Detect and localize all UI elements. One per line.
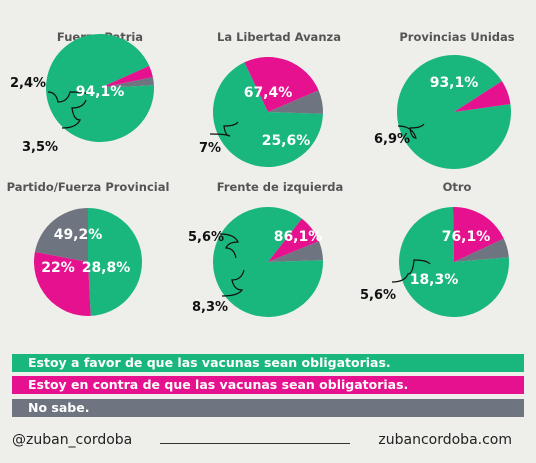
pie-title: Frente de izquierda: [217, 180, 344, 194]
slice-label-favor: 76,1%: [442, 229, 491, 245]
pie-chart: La Libertad Avanza 67,4% 25,6% 7%: [199, 30, 341, 167]
legend-nosabe: No sabe.: [12, 399, 524, 417]
pie-title: Partido/Fuerza Provincial: [7, 180, 170, 194]
social-handle: @zuban_cordoba: [12, 432, 133, 448]
pie-slice-favor: [46, 34, 154, 143]
slice-label-favor: 86,1%: [274, 229, 323, 245]
pie-slice-nosabe: [454, 238, 509, 262]
legend-contra: Estoy en contra de que las vacunas sean …: [12, 376, 524, 394]
pie-title: Otro: [443, 180, 472, 194]
label-connector: [391, 259, 431, 283]
pie-chart: Partido/Fuerza Provincial 49,2% 28,8% 22%: [7, 180, 170, 316]
slice-label-favor: 93,1%: [430, 75, 479, 91]
footer-divider: [160, 443, 350, 444]
pie-chart: Provincias Unidas 93,1% 6,9%: [374, 30, 515, 169]
label-connector: [209, 121, 239, 137]
slice-label-favor: 94,1%: [76, 84, 125, 100]
slice-label-contra: 28,8%: [82, 260, 131, 276]
website-url: zubancordoba.com: [378, 432, 512, 448]
legend-favor: Estoy a favor de que las vacunas sean ob…: [12, 354, 524, 372]
pie-slice-nosabe: [268, 241, 323, 262]
slice-label-nosabe: 7%: [199, 141, 221, 156]
pie-slice-favor: [213, 62, 323, 167]
label-connector: [221, 269, 245, 297]
slice-label-favor: 49,2%: [54, 227, 103, 243]
slice-label-nosabe: 2,4%: [10, 76, 46, 91]
slice-label-nosabe: 5,6%: [188, 230, 224, 245]
pie-slice-contra: [454, 81, 511, 112]
slice-label-contra: 18,3%: [410, 272, 459, 288]
pie-chart: Fuerza Patria94,1%3,5%2,4%: [10, 30, 154, 155]
label-connector: [61, 99, 87, 129]
slice-label-contra: 6,9%: [374, 132, 410, 147]
slice-label-contra: 3,5%: [22, 140, 58, 155]
pie-slice-favor: [88, 208, 142, 316]
pie-slice-nosabe: [34, 208, 88, 262]
label-connector: [219, 233, 239, 259]
slice-label-contra: 25,6%: [262, 133, 311, 149]
pie-slice-contra: [100, 65, 153, 88]
pie-slice-favor: [399, 207, 509, 317]
slice-label-nosabe: 5,6%: [360, 288, 396, 303]
pie-chart: Otro 76,1% 18,3% 5,6%: [360, 180, 509, 317]
pie-slice-contra: [268, 218, 319, 262]
pie-slice-contra: [244, 57, 319, 112]
label-connector: [47, 91, 89, 103]
pie-slice-contra: [34, 251, 91, 316]
pie-slice-favor: [396, 54, 511, 169]
pie-slice-nosabe: [268, 90, 323, 114]
pie-slice-contra: [453, 207, 504, 262]
pie-title: Provincias Unidas: [399, 30, 514, 44]
slice-label-favor: 67,4%: [244, 85, 293, 101]
slice-label-contra: 8,3%: [192, 300, 228, 315]
label-connector: [397, 123, 425, 139]
pie-chart: Frente de izquierda 86,1% 8,3% 5,6%: [188, 180, 343, 317]
pie-title: La Libertad Avanza: [217, 30, 341, 44]
pie-slice-nosabe: [100, 77, 154, 88]
slice-label-nosabe: 22%: [41, 260, 75, 276]
pie-charts-grid: Fuerza Patria94,1%3,5%2,4%La Libertad Av…: [7, 30, 515, 317]
